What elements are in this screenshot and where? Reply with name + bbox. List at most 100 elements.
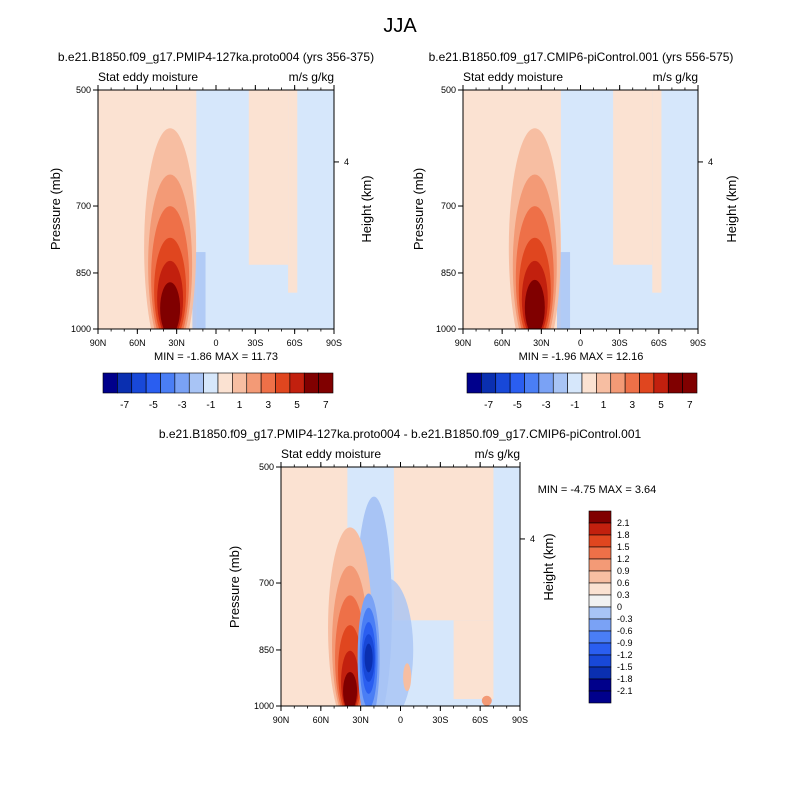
panel-3-contour-1 [393,467,494,621]
panel-2-colorbar-swatch [581,372,597,394]
panel-3-contour-16 [403,663,412,692]
panel-3: b.e21.B1850.f09_g17.PMIP4-127ka.proto004… [159,427,657,725]
panel-1-colorbar-swatch [260,372,276,394]
panel-3-colorbar-swatch [588,522,612,536]
panel-3-colorbar: 2.1 1.8 1.5 1.2 0.9 0.6 0.3 0 -0.3 -0.6 -0.9 -1.2 -1… [588,510,633,704]
panel-2-colorbar-swatch [509,372,525,394]
panel-3-colorbar-swatch [588,534,612,548]
panel-1-contour-1 [248,90,289,265]
panel-3-y-tick-label: 500 [259,462,274,472]
panel-1-colorbar-swatch [145,372,161,394]
panel-3-y-tick-label: 1000 [254,701,274,711]
panel-3-colorbar-swatch [588,606,612,620]
panel-2-contour-9 [524,279,545,329]
panel-3-colorbar-label: -0.6 [617,626,633,636]
panel-1-y-tick-label: 850 [76,268,91,278]
panel-1: b.e21.B1850.f09_g17.PMIP4-127ka.proto004… [48,50,374,411]
panel-3-colorbar-label: 0.3 [617,590,630,600]
panel-3-colorbar-label: -2.1 [617,686,633,696]
panel-1-colorbar-label: -5 [149,400,158,411]
panel-2-colorbar-swatch [466,372,482,394]
panel-3-colorbar-label: 2.1 [617,518,630,528]
panel-3-plot-area [281,467,520,706]
panel-3-colorbar-swatch [588,642,612,656]
panel-3-minmax: MIN = -4.75 MAX = 3.64 [538,484,657,496]
panel-1-colorbar-label: 3 [266,400,272,411]
panel-1-colorbar-label: 7 [323,400,329,411]
panel-3-colorbar-label: 0.6 [617,578,630,588]
panel-3-y-right-tick-label: 4 [530,534,535,544]
panel-2-colorbar-label: -1 [570,400,579,411]
panel-1-minmax: MIN = -1.86 MAX = 11.73 [154,351,278,363]
panel-1-field-label: Stat eddy moisture [98,70,198,84]
panel-2-colorbar-swatch [481,372,497,394]
panel-2-colorbar-swatch [567,372,583,394]
panel-1-contour-2 [288,90,298,293]
panel-1-colorbar-label: -1 [206,400,215,411]
panel-3-colorbar-swatch [588,594,612,608]
panel-2-colorbar-swatch [538,372,554,394]
panel-2-x-tick-label: 30S [612,338,628,348]
panel-1-colorbar-swatch [117,372,133,394]
panel-2-y-axis-title-right: Height (km) [724,175,739,242]
panel-2-contour-1 [613,90,653,265]
panel-2-colorbar-swatch [596,372,612,394]
panel-3-colorbar-label: 1.2 [617,554,630,564]
panel-2-y-right-tick-label: 4 [708,157,713,167]
panel-3-contour-17 [481,695,492,706]
panel-3-colorbar-label: -0.9 [617,638,633,648]
panel-3-x-tick-label: 30N [352,715,369,725]
panel-2-colorbar-label: -7 [484,400,493,411]
panel-1-contour-3 [192,252,206,329]
panel-3-y-tick-label: 850 [259,645,274,655]
panel-1-contour-9 [160,282,181,329]
panel-2-x-tick-label: 0 [578,338,583,348]
panel-1-y-right-tick-label: 4 [344,157,349,167]
panel-1-colorbar-swatch [217,372,233,394]
panel-1-y-tick-label: 500 [76,85,91,95]
panel-1-colorbar-swatch [203,372,219,394]
panel-3-colorbar-label: 0 [617,602,622,612]
panel-3-colorbar-swatch [588,654,612,668]
panel-2-colorbar-swatch [639,372,655,394]
panel-2-colorbar-swatch [667,372,683,394]
panel-1-colorbar-label: 5 [294,400,300,411]
page-title: JJA [383,15,417,37]
panel-2: b.e21.B1850.f09_g17.CMIP6-piControl.001 … [411,50,739,411]
panel-2-contour-2 [652,90,662,293]
panel-1-title: b.e21.B1850.f09_g17.PMIP4-127ka.proto004… [58,50,374,64]
panel-1-x-tick-label: 90S [326,338,342,348]
panel-3-x-tick-label: 90N [273,715,290,725]
panel-3-x-tick-label: 90S [512,715,528,725]
panel-3-colorbar-label: 0.9 [617,566,630,576]
panel-3-title: b.e21.B1850.f09_g17.PMIP4-127ka.proto004… [159,427,642,441]
panel-2-x-tick-label: 60N [494,338,511,348]
panel-2-colorbar-swatch [610,372,626,394]
panel-2-x-tick-label: 90N [455,338,472,348]
panel-1-x-tick-label: 60S [287,338,303,348]
panel-3-colorbar-swatch [588,570,612,584]
panel-3-contour-15 [364,643,373,673]
panel-1-x-tick-label: 0 [213,338,218,348]
panel-3-y-axis-title-right: Height (km) [541,533,556,600]
panel-1-x-tick-label: 30N [168,338,185,348]
panel-1-colorbar-swatch [246,372,262,394]
panel-2-y-tick-label: 700 [441,201,456,211]
panel-1-plot-area [98,90,334,329]
panel-1-colorbar-swatch [174,372,190,394]
panel-3-colorbar-swatch [588,582,612,596]
panel-3-x-tick-label: 60S [472,715,488,725]
panel-3-colorbar-label: -0.3 [617,614,633,624]
panel-3-x-tick-label: 60N [313,715,330,725]
panel-2-colorbar-swatch [653,372,669,394]
panel-1-x-tick-label: 60N [129,338,146,348]
panel-3-y-tick-label: 700 [259,578,274,588]
panel-2-y-tick-label: 850 [441,268,456,278]
panel-1-colorbar-swatch [131,372,147,394]
panel-3-field-label: Stat eddy moisture [281,447,381,461]
panel-1-y-axis-title-right: Height (km) [359,175,374,242]
panel-1-colorbar-label: 1 [237,400,243,411]
panel-1-x-tick-label: 90N [90,338,107,348]
panel-2-colorbar-swatch [624,372,640,394]
